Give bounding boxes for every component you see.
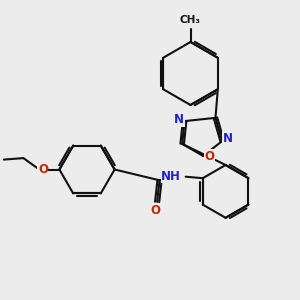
Text: N: N (223, 132, 232, 145)
Text: O: O (38, 163, 48, 176)
Text: CH₃: CH₃ (180, 15, 201, 25)
Text: O: O (151, 204, 160, 218)
Text: N: N (174, 113, 184, 126)
Text: NH: NH (161, 169, 181, 183)
Text: O: O (205, 150, 215, 163)
